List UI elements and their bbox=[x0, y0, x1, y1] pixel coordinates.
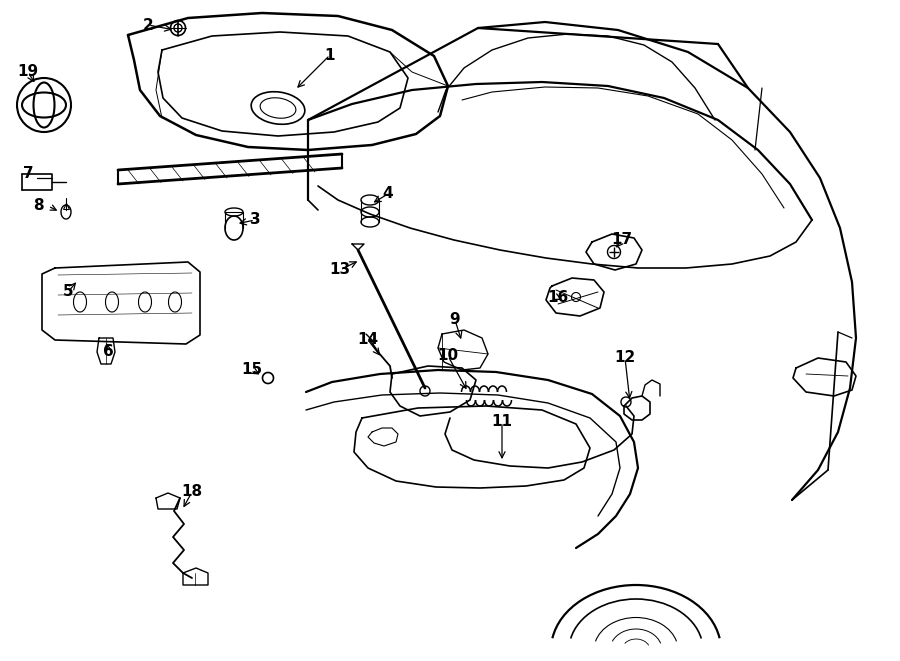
Text: 4: 4 bbox=[382, 186, 393, 202]
Text: 2: 2 bbox=[142, 17, 153, 32]
Text: 15: 15 bbox=[241, 362, 263, 377]
Text: 14: 14 bbox=[357, 332, 379, 348]
Text: 18: 18 bbox=[182, 485, 202, 500]
Text: 3: 3 bbox=[249, 212, 260, 227]
Text: 12: 12 bbox=[615, 350, 635, 366]
Text: 11: 11 bbox=[491, 414, 512, 430]
Text: 9: 9 bbox=[450, 313, 460, 327]
Text: 17: 17 bbox=[611, 233, 633, 247]
Text: 6: 6 bbox=[103, 344, 113, 360]
Text: 13: 13 bbox=[329, 262, 351, 278]
Text: 16: 16 bbox=[547, 290, 569, 305]
Text: 8: 8 bbox=[32, 198, 43, 214]
Text: 10: 10 bbox=[437, 348, 459, 364]
Text: 1: 1 bbox=[325, 48, 335, 63]
Text: 7: 7 bbox=[22, 167, 33, 182]
Text: 19: 19 bbox=[17, 65, 39, 79]
Text: 5: 5 bbox=[63, 284, 73, 299]
